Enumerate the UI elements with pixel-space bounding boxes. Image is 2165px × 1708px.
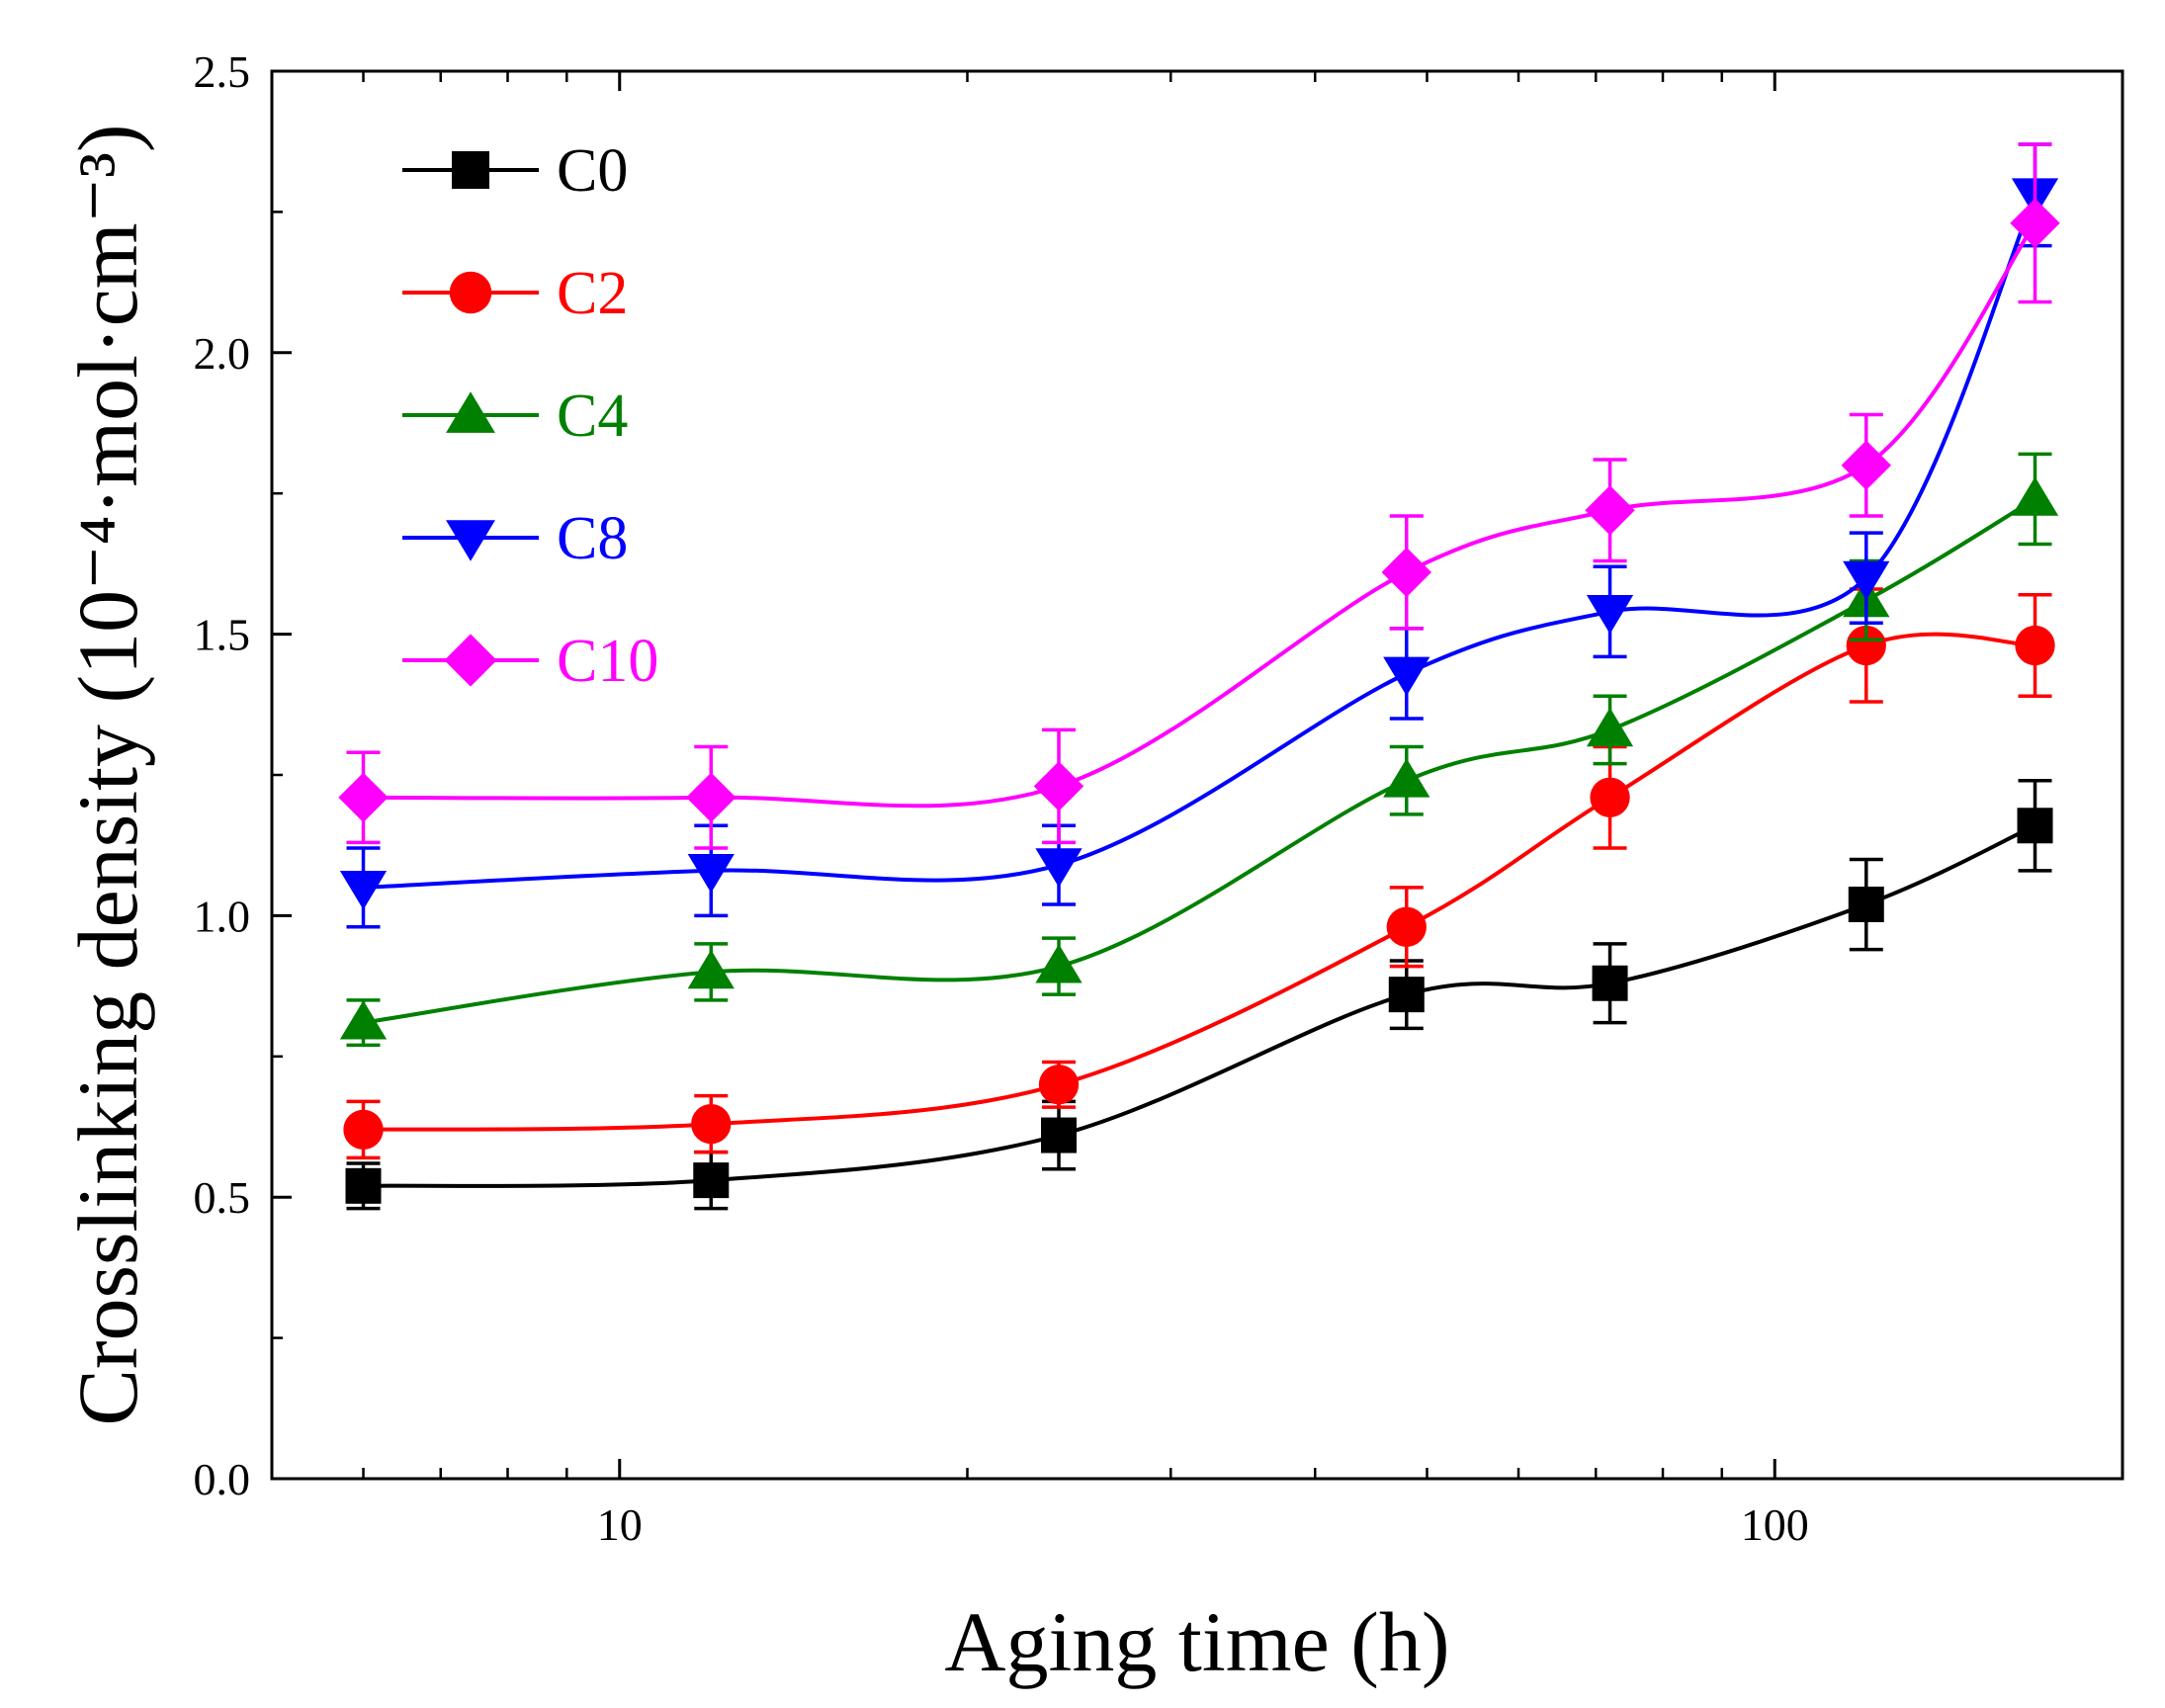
data-point-c2 [2015,625,2055,666]
series-line-c0 [363,823,2036,1188]
data-point-c0 [1388,977,1425,1013]
y-tick-label: 0.0 [194,1454,251,1504]
data-point-c2 [1038,1065,1080,1105]
series-line-c2 [363,632,2035,1132]
legend-label-c0: C0 [557,137,628,205]
legend-marker-c0 [452,151,489,189]
data-point-c4 [687,949,735,989]
legend-item-c8: C8 [402,505,628,572]
y-tick-label: 1.0 [194,891,251,941]
data-point-c0 [1041,1117,1078,1153]
y-axis-title: Crosslinking density (10⁻⁴·mol·cm⁻³) [60,124,155,1425]
data-point-c0 [693,1162,730,1199]
y-tick-label: 1.5 [194,610,251,660]
data-point-c10 [338,772,389,822]
data-point-c10 [2010,198,2060,248]
data-point-c4 [339,1000,388,1040]
data-point-c4 [1383,758,1430,798]
legend-item-c2: C2 [402,260,628,327]
axis-layer: 10 100 0.0 0.5 1.0 1.5 2.0 2.5 [194,46,1809,1550]
legend-label-c8: C8 [557,505,628,572]
legend-label-c2: C2 [557,260,628,327]
legend-label-c4: C4 [557,383,628,450]
legend-item-c4: C4 [402,383,628,450]
data-point-c8 [339,871,388,910]
data-point-c10 [1381,547,1431,598]
series-line-c4 [363,497,2036,1025]
legend-item-c0: C0 [402,137,628,205]
legend-marker-c2 [449,271,492,314]
series-layer [338,142,2060,1211]
data-point-c2 [1590,777,1630,817]
data-point-c0 [1592,965,1628,1001]
legend-marker-c8 [446,520,495,561]
y-tick-label: 0.5 [194,1172,251,1223]
series-c10 [338,142,2060,850]
data-point-c10 [1585,485,1635,536]
plot-frame [270,69,2124,1481]
legend-item-c10: C10 [402,628,658,695]
data-point-c10 [686,772,736,822]
legend-label-c10: C10 [557,628,658,695]
series-c0 [345,778,2053,1211]
data-point-c10 [1841,440,1891,490]
y-tick-label: 2.0 [194,328,251,379]
y-tick-label: 2.5 [194,46,251,97]
data-point-c0 [345,1167,382,1204]
data-point-c4 [1586,707,1634,747]
data-point-c4 [2011,476,2059,516]
x-tick-label: 10 [597,1499,643,1550]
data-point-c2 [343,1109,384,1151]
series-c4 [339,452,2059,1048]
data-point-c2 [1386,906,1427,947]
data-point-c10 [1033,761,1084,811]
legend-marker-c10 [444,634,497,687]
data-point-c4 [1035,944,1082,983]
data-point-c8 [1843,560,1890,601]
legend: C0 C2 C4 C8 C10 [402,137,658,695]
data-point-c8 [1586,594,1634,635]
data-point-c0 [1848,887,1884,923]
data-point-c8 [1383,656,1430,696]
data-point-c0 [2017,808,2053,844]
data-point-c8 [1035,848,1082,888]
data-point-c2 [1846,625,1886,666]
data-point-c2 [691,1103,732,1145]
x-axis-title: Aging time (h) [944,1594,1449,1689]
data-point-c8 [687,853,735,894]
legend-marker-c4 [446,391,495,433]
x-tick-label: 100 [1741,1499,1809,1550]
